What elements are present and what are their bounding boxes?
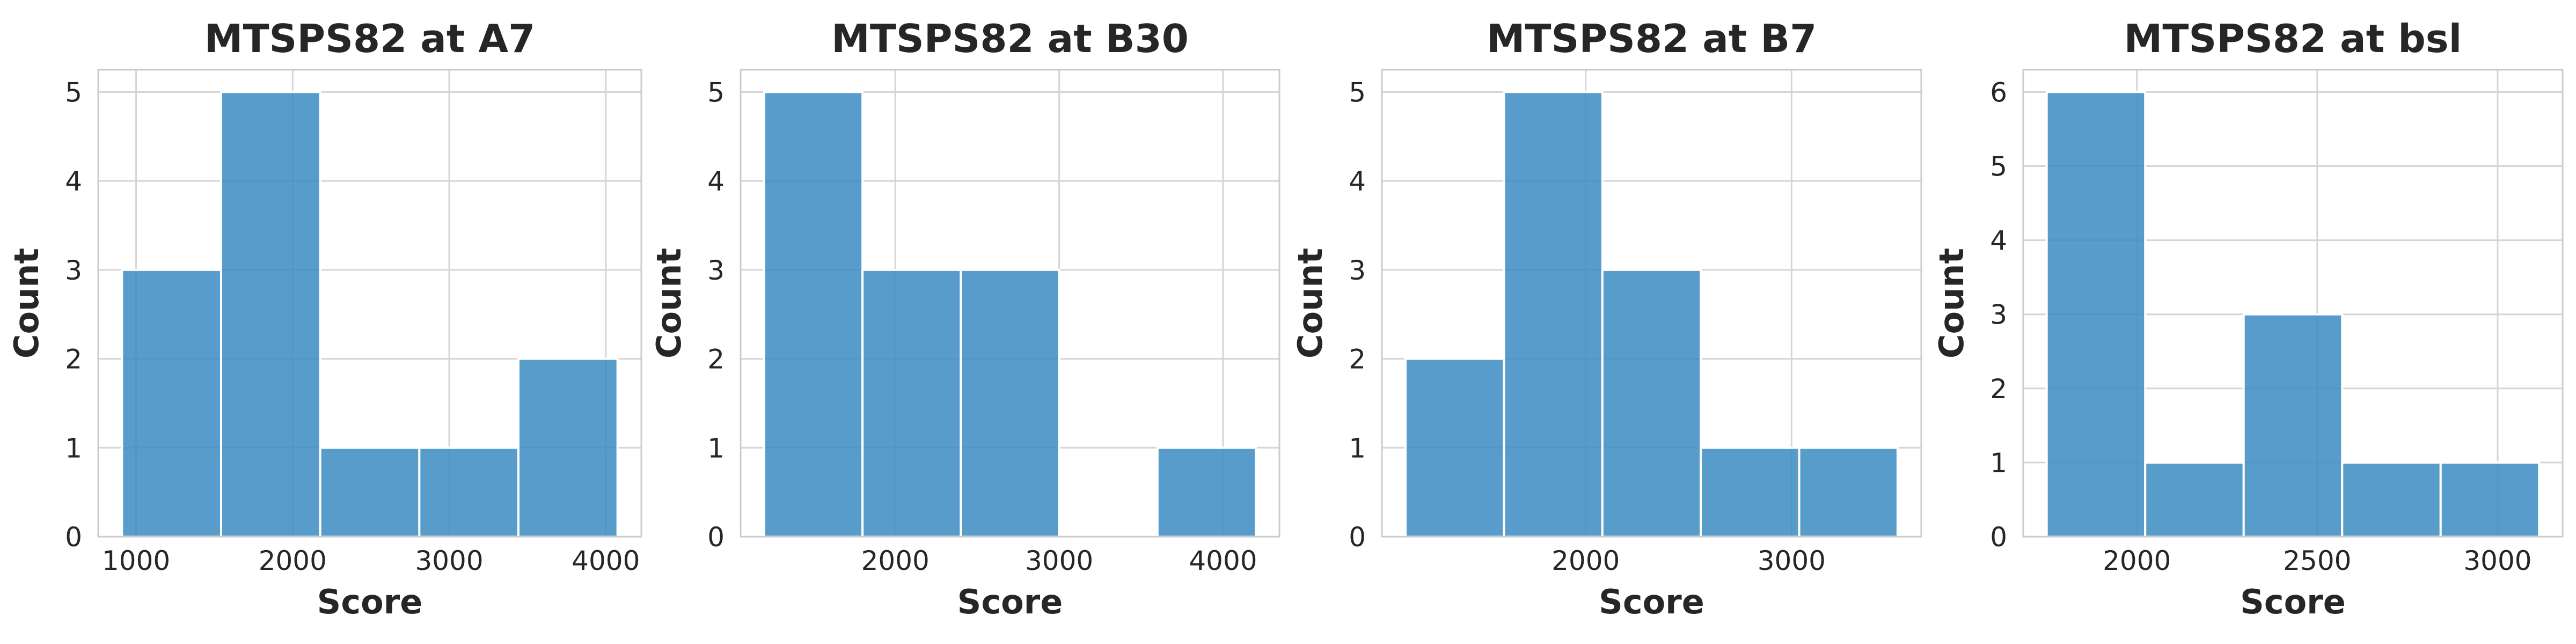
y-tick-label: 2 <box>65 344 82 375</box>
y-axis-label: Count <box>1932 248 1971 358</box>
histogram-bar <box>2341 461 2442 538</box>
y-axis-label: Count <box>1291 248 1330 358</box>
plot-frame <box>1381 69 1922 538</box>
y-tick-label: 4 <box>1990 225 2007 257</box>
x-tick-label: 2000 <box>861 545 930 576</box>
chart-title: MTSPS82 at bsl <box>2124 16 2462 61</box>
y-tick-label: 4 <box>65 166 82 197</box>
y-tick-label: 4 <box>1349 166 1366 197</box>
chart-panel: 2000 2500 3000 0 1 2 3 4 5 6 MTSPS82 at bsl Score Co… <box>1932 16 2564 621</box>
x-tick-label: 3000 <box>2463 545 2531 576</box>
y-tick-label: 5 <box>1990 151 2007 182</box>
y-tick-label: 5 <box>707 77 724 108</box>
histogram-bar <box>763 91 864 538</box>
histogram-bar <box>960 268 1060 538</box>
y-tick-label: 1 <box>707 433 724 464</box>
histogram-bar <box>1700 447 1801 538</box>
x-tick-label: 2000 <box>1552 545 1620 576</box>
histogram-bar <box>1404 357 1505 538</box>
y-tick-label: 3 <box>1349 255 1366 286</box>
y-tick-label: 2 <box>707 344 724 375</box>
x-tick-label: 2000 <box>2103 545 2171 576</box>
chart-title: MTSPS82 at A7 <box>204 16 535 61</box>
x-tick-label: 1000 <box>102 545 170 576</box>
histogram-bar <box>2144 461 2245 538</box>
x-tick-label: 3000 <box>415 545 483 576</box>
y-axis-label: Count <box>649 248 689 358</box>
histogram-bar <box>1601 268 1702 538</box>
chart-panel: 1000 2000 3000 4000 0 1 2 3 4 5 MTSPS82 at A7 Score… <box>7 16 642 621</box>
x-tick-label: 2000 <box>259 545 327 576</box>
y-tick-label: 3 <box>1990 299 2007 331</box>
x-axis-label: Score <box>957 582 1063 621</box>
x-axis-label: Score <box>317 582 423 621</box>
histogram-bar <box>319 447 421 538</box>
histogram-bar <box>2045 91 2147 538</box>
x-tick-label: 4000 <box>572 545 640 576</box>
histogram-bar <box>418 447 519 538</box>
x-axis-label: Score <box>2240 582 2346 621</box>
histogram-bar <box>861 268 962 538</box>
x-tick-label: 4000 <box>1189 545 1257 576</box>
histogram-bar <box>2242 313 2344 538</box>
y-tick-label: 4 <box>707 166 724 197</box>
histogram-bar <box>2439 461 2541 538</box>
chart-panel: 2000 3000 0 1 2 3 4 5 MTSPS82 at B7 Score Count <box>1291 16 1922 621</box>
x-axis-label: Score <box>1599 582 1704 621</box>
y-tick-label: 0 <box>707 522 724 553</box>
y-tick-label: 0 <box>1349 522 1366 553</box>
y-tick-label: 3 <box>707 255 724 286</box>
plot-frame <box>2022 69 2564 538</box>
y-tick-label: 2 <box>1349 344 1366 375</box>
y-tick-label: 3 <box>65 255 82 286</box>
x-tick-label: 3000 <box>1025 545 1093 576</box>
histogram-bar <box>121 268 223 538</box>
y-tick-label: 1 <box>1990 448 2007 479</box>
chart-title: MTSPS82 at B7 <box>1487 16 1817 61</box>
chart-panel: 2000 3000 4000 0 1 2 3 4 5 MTSPS82 at B30 Score Cou… <box>649 16 1280 621</box>
y-tick-label: 6 <box>1990 77 2007 108</box>
y-tick-label: 0 <box>65 522 82 553</box>
plot-frame <box>740 69 1280 538</box>
histogram-bar <box>1503 91 1604 538</box>
y-tick-label: 5 <box>65 77 82 108</box>
y-tick-label: 2 <box>1990 374 2007 405</box>
y-tick-label: 0 <box>1990 522 2007 553</box>
histogram-bar <box>1798 447 1899 538</box>
histogram-bar <box>1156 447 1257 538</box>
x-tick-label: 3000 <box>1758 545 1826 576</box>
chart-title: MTSPS82 at B30 <box>831 16 1189 61</box>
y-tick-label: 5 <box>1349 77 1366 108</box>
plot-frame <box>97 69 642 538</box>
y-axis-label: Count <box>7 248 46 358</box>
y-tick-label: 1 <box>65 433 82 464</box>
histogram-bar <box>517 357 619 538</box>
x-tick-label: 2500 <box>2283 545 2351 576</box>
y-tick-label: 1 <box>1349 433 1366 464</box>
histogram-bar <box>220 91 321 538</box>
